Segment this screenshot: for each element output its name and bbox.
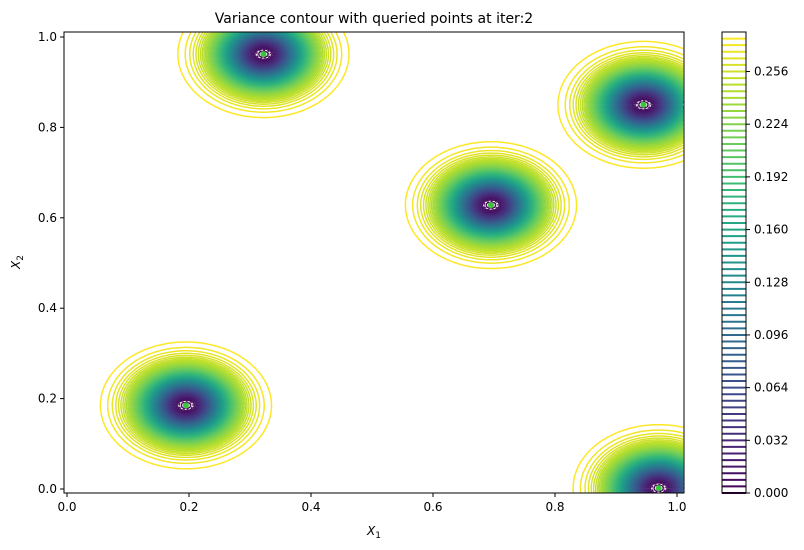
x-axis-label: X1: [366, 524, 381, 541]
colorbar-tick-label: 0.224: [754, 117, 788, 131]
contour-level-line: [120, 32, 684, 493]
x-axis-ticks: 0.0 0.2 0.4 0.6 0.8 1.0: [57, 493, 687, 514]
contour-level-line: [128, 32, 684, 493]
y-axis-label: X2: [9, 255, 26, 270]
contour-level-line: [122, 32, 684, 493]
contour-level-line: [175, 46, 670, 493]
y-tick-label: 0.4: [38, 301, 57, 315]
query-point-marker: [655, 485, 662, 492]
query-point-marker: [260, 51, 267, 58]
query-point-halo: [483, 200, 499, 210]
colorbar-tick-label: 0.000: [754, 486, 788, 500]
contour-level-line: [115, 32, 684, 493]
query-point-halo: [635, 100, 651, 110]
query-point-halo: [178, 400, 194, 410]
contour-level-line: [127, 32, 684, 493]
contour-level-line: [117, 32, 684, 493]
contour-level-line: [178, 48, 667, 493]
axes-frame: [63, 31, 685, 494]
x-tick-label: 0.6: [423, 500, 442, 514]
colorbar-tick-label: 0.128: [754, 275, 788, 289]
chart-title: Variance contour with queried points at …: [215, 11, 533, 27]
query-point-halo: [255, 49, 271, 59]
colorbar-tick-label: 0.160: [754, 223, 788, 237]
contour-level-line: [106, 32, 684, 493]
queried-points: [178, 49, 667, 493]
query-point-halo: [651, 483, 667, 493]
colorbar: 0.000 0.032 0.064 0.096 0.128 0.160 0.192 0.224…: [721, 31, 788, 500]
y-tick-label: 0.0: [38, 482, 57, 496]
y-tick-label: 0.6: [38, 211, 57, 225]
x-tick-label: 0.0: [57, 500, 76, 514]
contour-level-line: [133, 32, 684, 493]
contour-level-line: [124, 32, 684, 493]
query-point-marker: [640, 101, 647, 108]
x-tick-label: 0.8: [545, 500, 564, 514]
contour-level-line: [99, 32, 684, 493]
contour-level-line: [131, 32, 684, 493]
query-point-marker: [487, 202, 494, 209]
contour-level-line: [111, 32, 684, 493]
contour-lines: [99, 32, 684, 493]
contour-level-line: [134, 32, 684, 493]
contour-level-line: [130, 32, 684, 493]
contour-level-line: [132, 32, 684, 493]
colorbar-tick-label: 0.256: [754, 65, 788, 79]
contour-level-line: [174, 45, 671, 493]
colorbar-tick-label: 0.096: [754, 328, 788, 342]
contour-level-line: [176, 47, 669, 493]
query-point-marker: [182, 402, 189, 409]
y-tick-label: 0.8: [38, 120, 57, 134]
x-tick-label: 0.2: [179, 500, 198, 514]
colorbar-tick-label: 0.064: [754, 381, 788, 395]
colorbar-tick-label: 0.192: [754, 170, 788, 184]
y-tick-label: 0.2: [38, 392, 57, 406]
x-tick-label: 1.0: [667, 500, 686, 514]
y-axis-ticks: 0.0 0.2 0.4 0.6 0.8 1.0: [38, 30, 64, 496]
x-tick-label: 0.4: [301, 500, 320, 514]
contour-level-line: [125, 32, 684, 493]
colorbar-frame: [721, 31, 747, 494]
colorbar-tick-label: 0.032: [754, 433, 788, 447]
y-tick-label: 1.0: [38, 30, 57, 44]
